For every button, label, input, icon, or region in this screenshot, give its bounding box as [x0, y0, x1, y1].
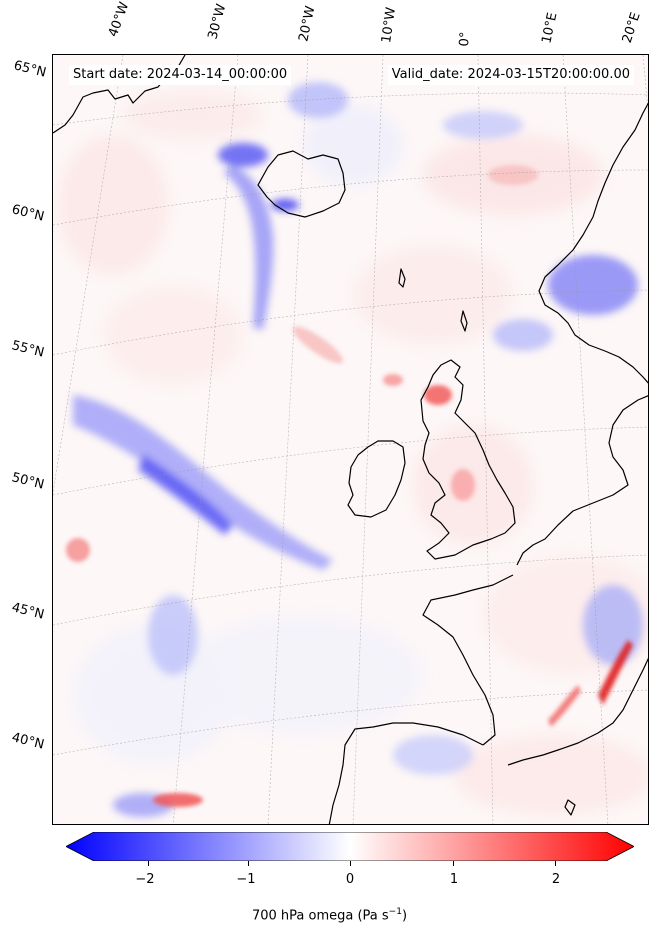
colorbar-label-main: 700 hPa omega (Pa s — [251, 908, 389, 924]
colorbar-tickmark-0 — [350, 861, 351, 866]
coast-corsica — [564, 799, 576, 816]
lon-label-40w: 40°W — [105, 0, 133, 39]
lat-label-50n: 50°N — [10, 470, 46, 493]
lon-label-20w: 20°W — [296, 4, 319, 43]
colorbar — [66, 832, 634, 861]
lon-label-20e: 20°E — [619, 10, 644, 46]
coast-iberia — [328, 722, 484, 824]
colorbar-tick-0: 0 — [345, 872, 355, 887]
coast-great-britain — [420, 359, 516, 560]
coast-ireland — [347, 440, 406, 518]
lat-label-45n: 45°N — [10, 600, 46, 623]
coast-north-europe — [516, 395, 648, 566]
coast-scandinavia — [538, 102, 648, 384]
colorbar-tickmark-p2 — [555, 861, 556, 866]
coast-iceland — [257, 150, 346, 218]
lat-label-40n: 40°N — [10, 730, 46, 753]
lon-label-10e: 10°E — [539, 11, 561, 46]
coast-mediterranean — [507, 657, 648, 766]
lat-label-60n: 60°N — [10, 202, 46, 225]
colorbar-tickmark-m2 — [148, 861, 149, 866]
start-date-label: Start date: 2024-03-14_00:00:00 — [69, 65, 292, 85]
omega-field-map — [53, 55, 648, 824]
colorbar-label: 700 hPa omega (Pa s−1) — [0, 907, 659, 923]
coast-shetland — [460, 310, 468, 332]
colorbar-label-exponent: −1 — [388, 907, 402, 917]
colorbar-tickmark-m1 — [248, 861, 249, 866]
coast-france — [422, 574, 514, 746]
colorbar-body — [66, 832, 634, 861]
map-panel: Start date: 2024-03-14_00:00:00 Valid_da… — [52, 54, 649, 825]
lat-label-65n: 65°N — [12, 58, 48, 81]
lon-label-10w: 10°W — [379, 6, 399, 44]
omega-anomalies-broad — [58, 90, 648, 815]
colorbar-tickmark-p1 — [453, 861, 454, 866]
colorbar-tick-p2: 2 — [551, 872, 561, 887]
colorbar-tick-m1: −1 — [236, 872, 256, 887]
omega-descent-features — [66, 165, 633, 807]
lon-label-30w: 30°W — [205, 2, 230, 41]
omega-ascent-features — [73, 82, 643, 817]
colorbar-tick-p1: 1 — [449, 872, 459, 887]
colorbar-tick-m2: −2 — [135, 872, 155, 887]
colorbar-label-end: ) — [401, 908, 408, 924]
graticule — [53, 55, 648, 824]
valid-date-label: Valid_date: 2024-03-15T20:00:00.00 — [387, 65, 634, 85]
lon-label-0: 0° — [457, 31, 474, 47]
lat-label-55n: 55°N — [10, 338, 46, 361]
coast-faroe — [398, 268, 406, 288]
